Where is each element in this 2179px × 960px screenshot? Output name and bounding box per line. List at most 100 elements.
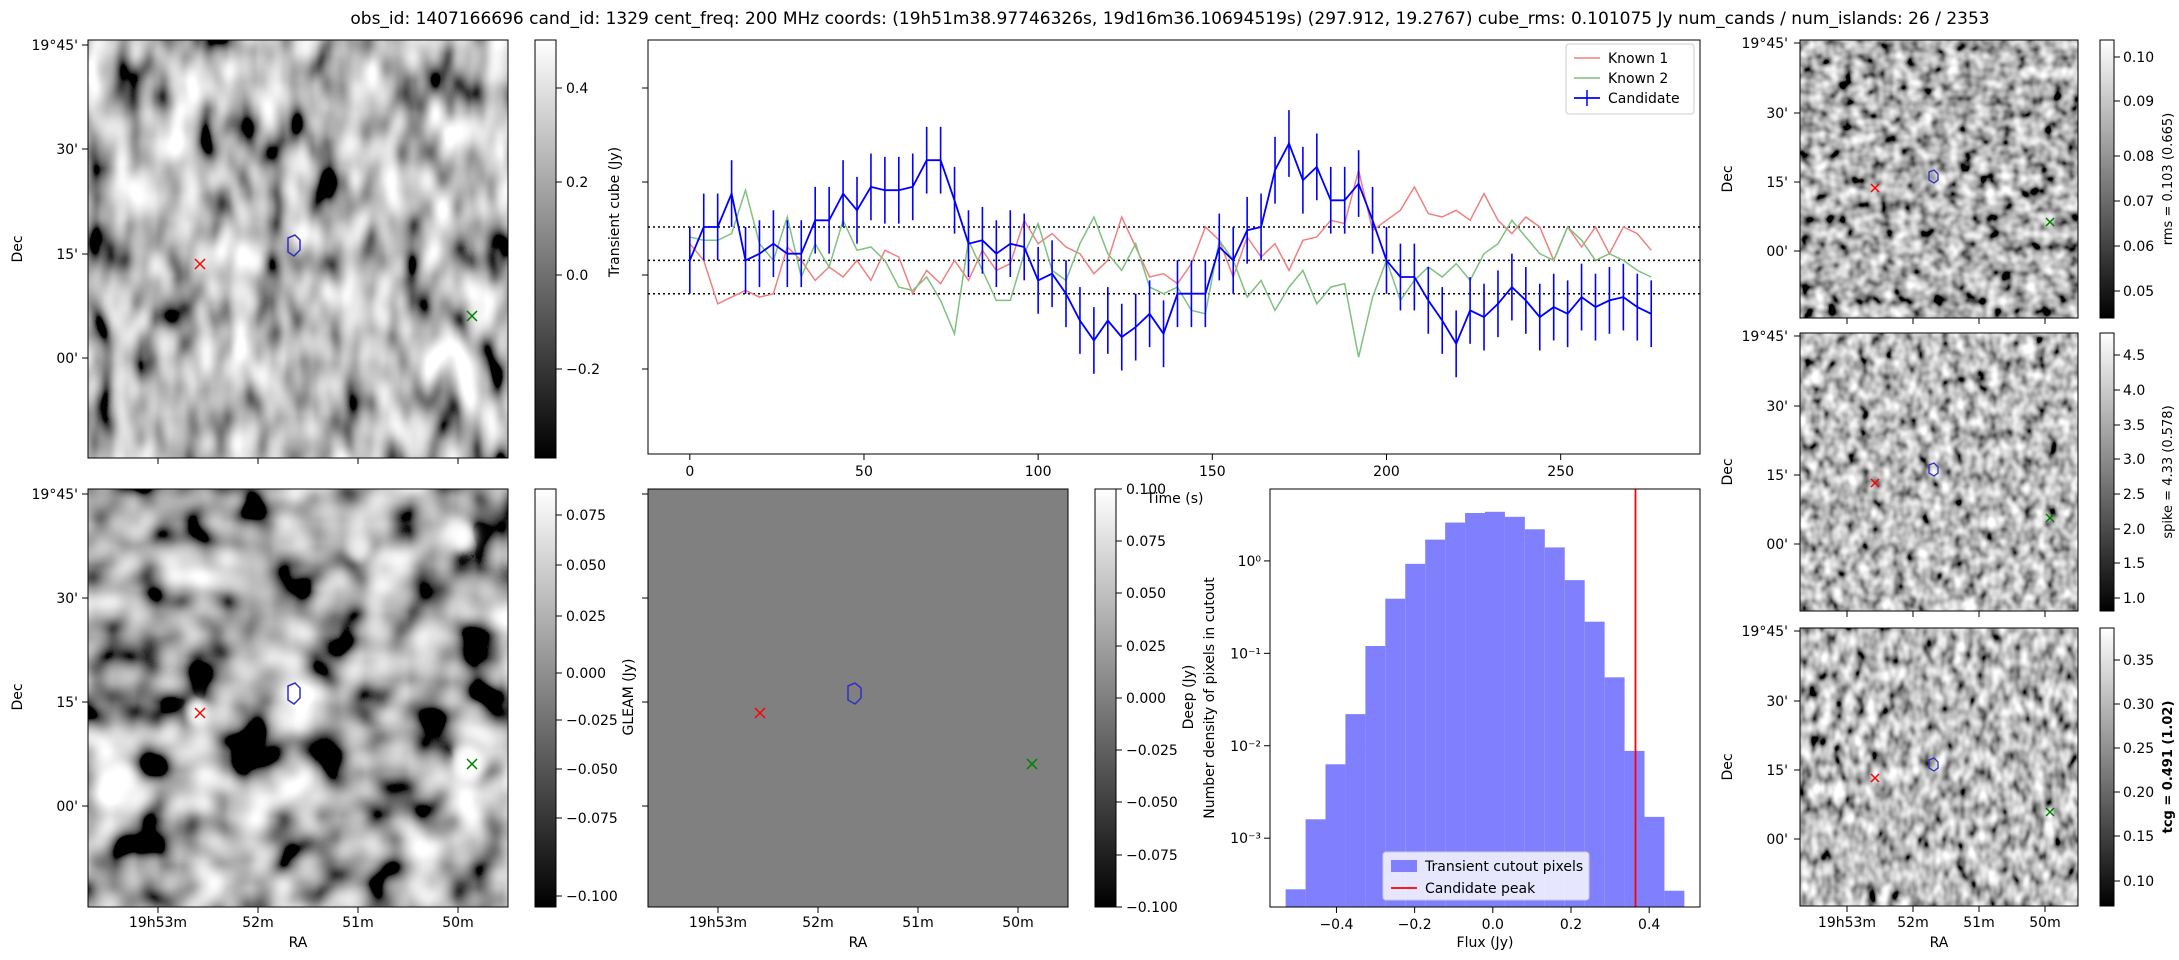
hist-bar — [1644, 816, 1665, 907]
gleam-colorbar-ticks: 0.100 0.075 0.050 0.025 0.000 −0.025 −0.… — [1116, 482, 1178, 916]
dec-tick-label: 15' — [1766, 468, 1788, 484]
cbar-tick-label: 3.5 — [2123, 418, 2145, 434]
lc-xtick-label: 0 — [685, 464, 694, 480]
cbar-tick-label: 0.08 — [2123, 149, 2154, 165]
green-marker — [466, 758, 478, 770]
cbar-tick-label: 0.35 — [2123, 653, 2154, 669]
hist-ytick-label: 10⁻¹ — [1230, 646, 1261, 662]
cbar-tick-label: −0.075 — [566, 811, 618, 827]
dec-tick-label: 19°45' — [1742, 624, 1788, 640]
tcg-colorbar-ticks: 0.35 0.30 0.25 0.20 0.15 0.10 — [2114, 653, 2154, 890]
threshold-lines — [648, 226, 1700, 295]
hist-bar — [1305, 819, 1326, 907]
deep-bright-source — [106, 762, 134, 798]
hist-bar — [1405, 563, 1426, 907]
dec-tick-label: 00' — [56, 799, 78, 815]
cbar-tick-label: 3.0 — [2123, 452, 2145, 468]
ra-tick-label: 50m — [2029, 915, 2060, 931]
hist-bar — [1584, 621, 1605, 907]
green-marker — [1026, 758, 1038, 770]
deep-image — [88, 489, 508, 907]
dec-tick-label: 19°45' — [32, 38, 78, 54]
cbar-tick-label: 0.30 — [2123, 697, 2154, 713]
gleam-image — [647, 488, 1069, 908]
lightcurve-axes — [647, 39, 1701, 455]
series-line-known-2 — [689, 187, 1652, 358]
transient-colorbar — [534, 39, 557, 459]
red-marker — [754, 707, 766, 719]
cbar-tick-label: 0.075 — [1126, 534, 1166, 550]
dec-tick-label: 15' — [1766, 763, 1788, 779]
cbar-tick-label: 0.050 — [566, 558, 606, 574]
green-marker — [2045, 513, 2055, 523]
rms-dec-ticks: 19°45' 30' 15' 00' — [1742, 36, 1800, 260]
gleam-panel: 19h53m 52m 51m 50m RA 0.100 0.075 0.050 … — [621, 482, 1178, 951]
cbar-tick-label: 0.000 — [566, 666, 606, 682]
cbar-tick-label: 0.075 — [566, 508, 606, 524]
hist-ytick-label: 10⁻³ — [1230, 831, 1261, 847]
hist-bar — [1664, 890, 1685, 907]
cbar-tick-label: 0.10 — [2123, 50, 2154, 66]
transient-colorbar-ticks: 0.4 0.2 0.0 −0.2 — [556, 81, 600, 378]
dec-tick-label: 30' — [1766, 399, 1788, 415]
lightcurve-panel: 0 50 100 150 200 250 Time (s) Known 1 Known 2… — [642, 39, 1701, 507]
cbar-tick-label: −0.2 — [566, 362, 600, 378]
rms-colorbar-label: rms = 0.103 (0.665) — [2161, 113, 2176, 245]
cbar-tick-label: −0.100 — [566, 889, 618, 905]
ra-tick-label: 52m — [1897, 915, 1928, 931]
hist-xtick-label: 0.4 — [1638, 917, 1660, 933]
tcg-colorbar — [2099, 627, 2115, 907]
ra-tick-label: 51m — [902, 915, 933, 931]
hist-bar — [1325, 764, 1346, 907]
dec-tick-label: 19°45' — [1742, 36, 1788, 52]
red-marker — [194, 707, 206, 719]
hist-bar — [1365, 646, 1386, 907]
island-contour — [1928, 462, 1939, 477]
spike-colorbar-label: spike = 4.33 (0.578) — [2161, 405, 2176, 538]
legend-known1: Known 1 — [1608, 51, 1668, 67]
hist-xtick-label: 0.0 — [1482, 917, 1504, 933]
gleam-ra-ticks: 19h53m 52m 51m 50m — [689, 907, 1034, 931]
cbar-tick-label: 0.05 — [2123, 284, 2154, 300]
deep-panel: 19°45' 30' 15' 00' Dec 19h53m 52m 51m 50… — [10, 487, 1197, 951]
cbar-tick-label: 0.050 — [1126, 586, 1166, 602]
red-marker — [1870, 773, 1880, 783]
hist-bar — [1624, 750, 1645, 907]
green-marker — [2045, 807, 2055, 817]
legend-hist: Transient cutout pixels — [1424, 859, 1583, 875]
deep-bright-source — [348, 534, 372, 562]
deep-ra-ticks: 19h53m 52m 51m 50m — [129, 907, 474, 931]
histogram-xlabel: Flux (Jy) — [1457, 935, 1514, 951]
tcg-ra-ticks: 19h53m 52m 51m 50m — [1818, 906, 2061, 931]
red-marker — [1870, 478, 1880, 488]
deep-bright-source — [448, 521, 476, 553]
lc-xtick-label: 100 — [1025, 464, 1052, 480]
dec-tick-label: 30' — [1766, 694, 1788, 710]
transient-dec-ticks: 19°45' 30' 15' 00' — [32, 38, 88, 367]
histogram-xticks: −0.4 −0.2 0.0 0.2 0.4 — [1319, 907, 1660, 933]
hist-bar — [1604, 677, 1625, 907]
cbar-tick-label: 0.2 — [566, 175, 588, 191]
cbar-tick-label: 4.5 — [2123, 348, 2145, 364]
dec-tick-label: 00' — [56, 351, 78, 367]
cbar-tick-label: −0.050 — [1126, 795, 1178, 811]
cbar-tick-label: 0.025 — [1126, 639, 1166, 655]
ra-tick-label: 51m — [1963, 915, 1994, 931]
island-contour — [1928, 757, 1939, 772]
cbar-tick-label: 0.000 — [1126, 691, 1166, 707]
dec-tick-label: 15' — [56, 695, 78, 711]
hist-bar — [1485, 511, 1505, 907]
rms-panel: 19°45' 30' 15' 00' Dec 0.10 0.09 0.08 0.… — [1720, 36, 2176, 324]
tcg-panel: 19°45' 30' 15' 00' Dec 19h53m 52m 51m 50… — [1720, 624, 2176, 951]
hist-xtick-label: −0.4 — [1319, 917, 1353, 933]
island-contour — [847, 682, 862, 705]
hist-bar — [1345, 714, 1366, 907]
hist-bar — [1524, 529, 1545, 907]
dec-tick-label: 19°45' — [1742, 329, 1788, 345]
cbar-tick-label: 0.4 — [566, 81, 588, 97]
cbar-tick-label: −0.100 — [1126, 900, 1178, 916]
hist-ytick-label: 10⁻² — [1230, 739, 1261, 755]
lightcurve-xlabel: Time (s) — [1146, 491, 1204, 507]
gleam-y-ticks — [642, 493, 648, 807]
hist-bar — [1465, 512, 1485, 907]
